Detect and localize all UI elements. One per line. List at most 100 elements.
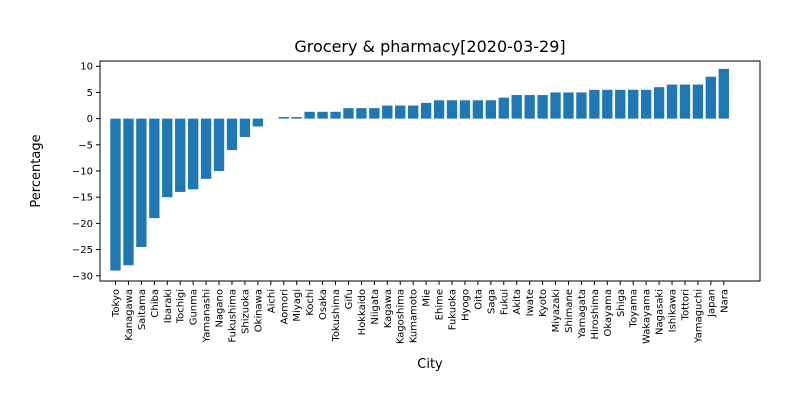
x-tick-label: Iwate (525, 289, 536, 316)
x-tick-label: Fukuoka (448, 289, 459, 330)
chart-title: Grocery & pharmacy[2020-03-29] (294, 37, 565, 56)
y-tick-label: −25 (72, 245, 93, 256)
x-tick-label: Shiga (616, 289, 627, 317)
bar-okayama (602, 89, 613, 119)
bar-fukushima (226, 118, 238, 151)
bar-osaka (317, 111, 328, 119)
bar-wakayama (640, 89, 652, 119)
bar-nagano (213, 118, 225, 171)
x-tick-label: Yamaguchi (693, 289, 704, 344)
bar-saga (485, 100, 497, 119)
bar-fukui (498, 97, 509, 119)
x-tick-label: Fukushima (227, 289, 238, 343)
x-tick-label: Ehime (435, 289, 446, 320)
bar-miyazaki (550, 92, 561, 119)
bar-kochi (304, 111, 315, 119)
bar-oita (472, 100, 484, 119)
plot-frame (99, 60, 761, 282)
x-tick-label: Kumamoto (409, 289, 420, 343)
bar-okinawa (252, 118, 264, 127)
y-tick-label: −10 (72, 167, 93, 178)
x-tick-label: Shizuoka (240, 289, 251, 334)
bars-group (110, 68, 729, 271)
x-tick-label: Yamanashi (202, 289, 213, 344)
bar-ehime (433, 100, 445, 119)
x-tick-label: Tochigi (176, 289, 187, 324)
x-tick-label: Kanagawa (124, 289, 135, 341)
bar-tokushima (330, 111, 341, 119)
x-tick-label: Kagawa (383, 289, 394, 328)
bar-hyogo (459, 100, 471, 119)
x-tick-label: Yamagata (577, 289, 588, 339)
bar-tottori (679, 84, 691, 119)
x-tick-label: Nagano (215, 289, 226, 328)
bar-aomori (278, 117, 289, 119)
x-tick-label: Miyagi (292, 289, 303, 322)
x-tick-label: Oita (473, 289, 484, 310)
bar-chiba (149, 118, 160, 219)
y-tick-label: −15 (72, 193, 93, 204)
bar-kumamoto (408, 105, 419, 119)
bar-fukuoka (446, 100, 458, 119)
bar-yamagata (576, 92, 587, 119)
x-tick-label: Niigata (370, 289, 381, 325)
bar-ishikawa (666, 84, 678, 119)
x-axis-title: City (417, 357, 443, 372)
bar-kyoto (537, 95, 548, 119)
x-tick-label: Aomori (279, 289, 290, 325)
x-tick-label: Aichi (266, 289, 277, 313)
x-tick-label: Gunma (189, 289, 200, 325)
x-tick-label: Japan (706, 289, 717, 318)
y-tick-label: 0 (87, 114, 93, 125)
y-tick-label: −5 (78, 140, 93, 151)
x-tick-label: Shimane (564, 289, 575, 333)
x-tick-label: Hyogo (460, 289, 471, 321)
x-axis-ticks: Tokyo Kanagawa Saitama Chiba Ibaraki Tochigi G… (111, 281, 730, 344)
bar-hokkaido (356, 108, 367, 119)
x-tick-label: Wakayama (642, 289, 653, 344)
bar-niigata (369, 108, 380, 119)
y-axis-title: Percentage (29, 134, 44, 207)
x-tick-label: Ibaraki (163, 289, 174, 323)
x-tick-label: Kagoshima (396, 289, 407, 344)
y-axis-ticks: 10 5 0 −5 −10 −15 −20 −25 −30 (72, 62, 100, 282)
y-tick-label: −20 (72, 219, 93, 230)
bar-shizuoka (239, 118, 251, 137)
x-tick-label: Saga (486, 289, 497, 314)
bar-tochigi (175, 118, 186, 192)
bar-ibaraki (162, 118, 173, 198)
bar-toyama (628, 89, 639, 119)
y-tick-label: 10 (80, 62, 93, 73)
bar-yamanashi (200, 118, 212, 179)
x-tick-label: Nagasaki (655, 289, 666, 335)
x-tick-label: Okayama (603, 289, 614, 337)
bar-iwate (524, 95, 535, 119)
x-tick-label: Nara (719, 289, 730, 313)
x-tick-label: Ishikawa (668, 289, 679, 332)
bar-gifu (343, 108, 354, 119)
x-tick-label: Mie (422, 289, 433, 307)
x-tick-label: Hiroshima (590, 289, 601, 340)
bar-kagawa (382, 105, 393, 119)
y-tick-label: −30 (72, 271, 93, 282)
bar-nagasaki (653, 87, 665, 119)
x-tick-label: Miyazaki (551, 289, 562, 332)
bar-akita (511, 95, 522, 119)
bar-saitama (136, 118, 147, 247)
bar-shimane (563, 92, 574, 119)
bar-tokyo (110, 118, 121, 271)
bar-japan (705, 76, 717, 119)
bar-kanagawa (123, 118, 134, 266)
x-tick-label: Kyoto (538, 289, 549, 317)
x-tick-label: Okinawa (253, 289, 264, 332)
x-tick-label: Osaka (318, 289, 329, 320)
bar-shiga (615, 89, 626, 119)
bar-miyagi (291, 117, 302, 119)
bar-gunma (187, 118, 199, 190)
bar-mie (420, 102, 432, 119)
x-tick-label: Kochi (305, 289, 316, 316)
x-tick-label: Akita (512, 289, 523, 314)
x-tick-label: Fukui (499, 289, 510, 315)
x-tick-label: Saitama (137, 289, 148, 330)
